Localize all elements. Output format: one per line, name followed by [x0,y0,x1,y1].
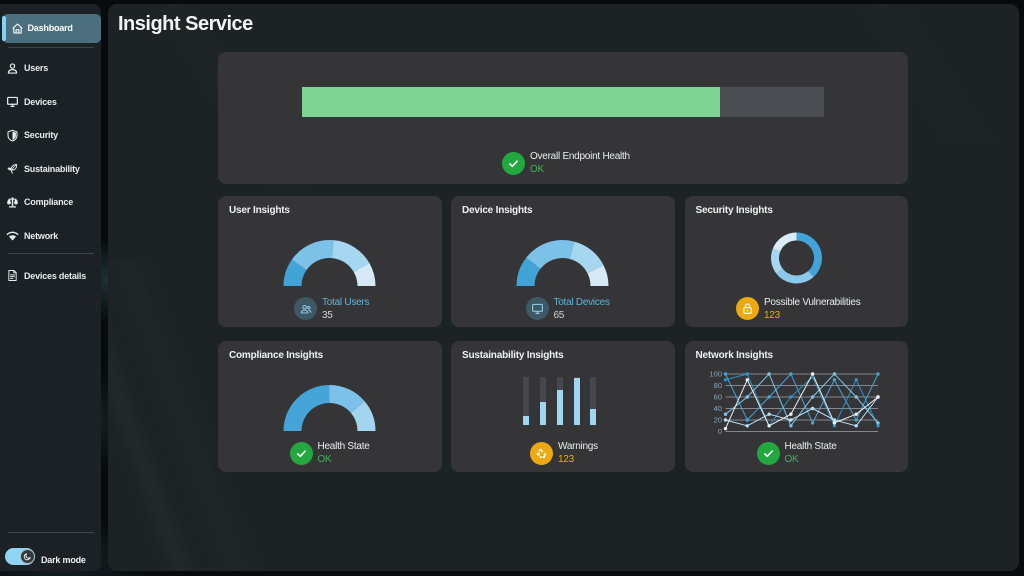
svg-text:80: 80 [713,381,721,390]
svg-text:0: 0 [717,427,721,436]
svg-text:60: 60 [713,392,721,401]
svg-text:100: 100 [709,369,722,378]
svg-text:20: 20 [713,415,721,424]
svg-text:40: 40 [713,404,721,413]
